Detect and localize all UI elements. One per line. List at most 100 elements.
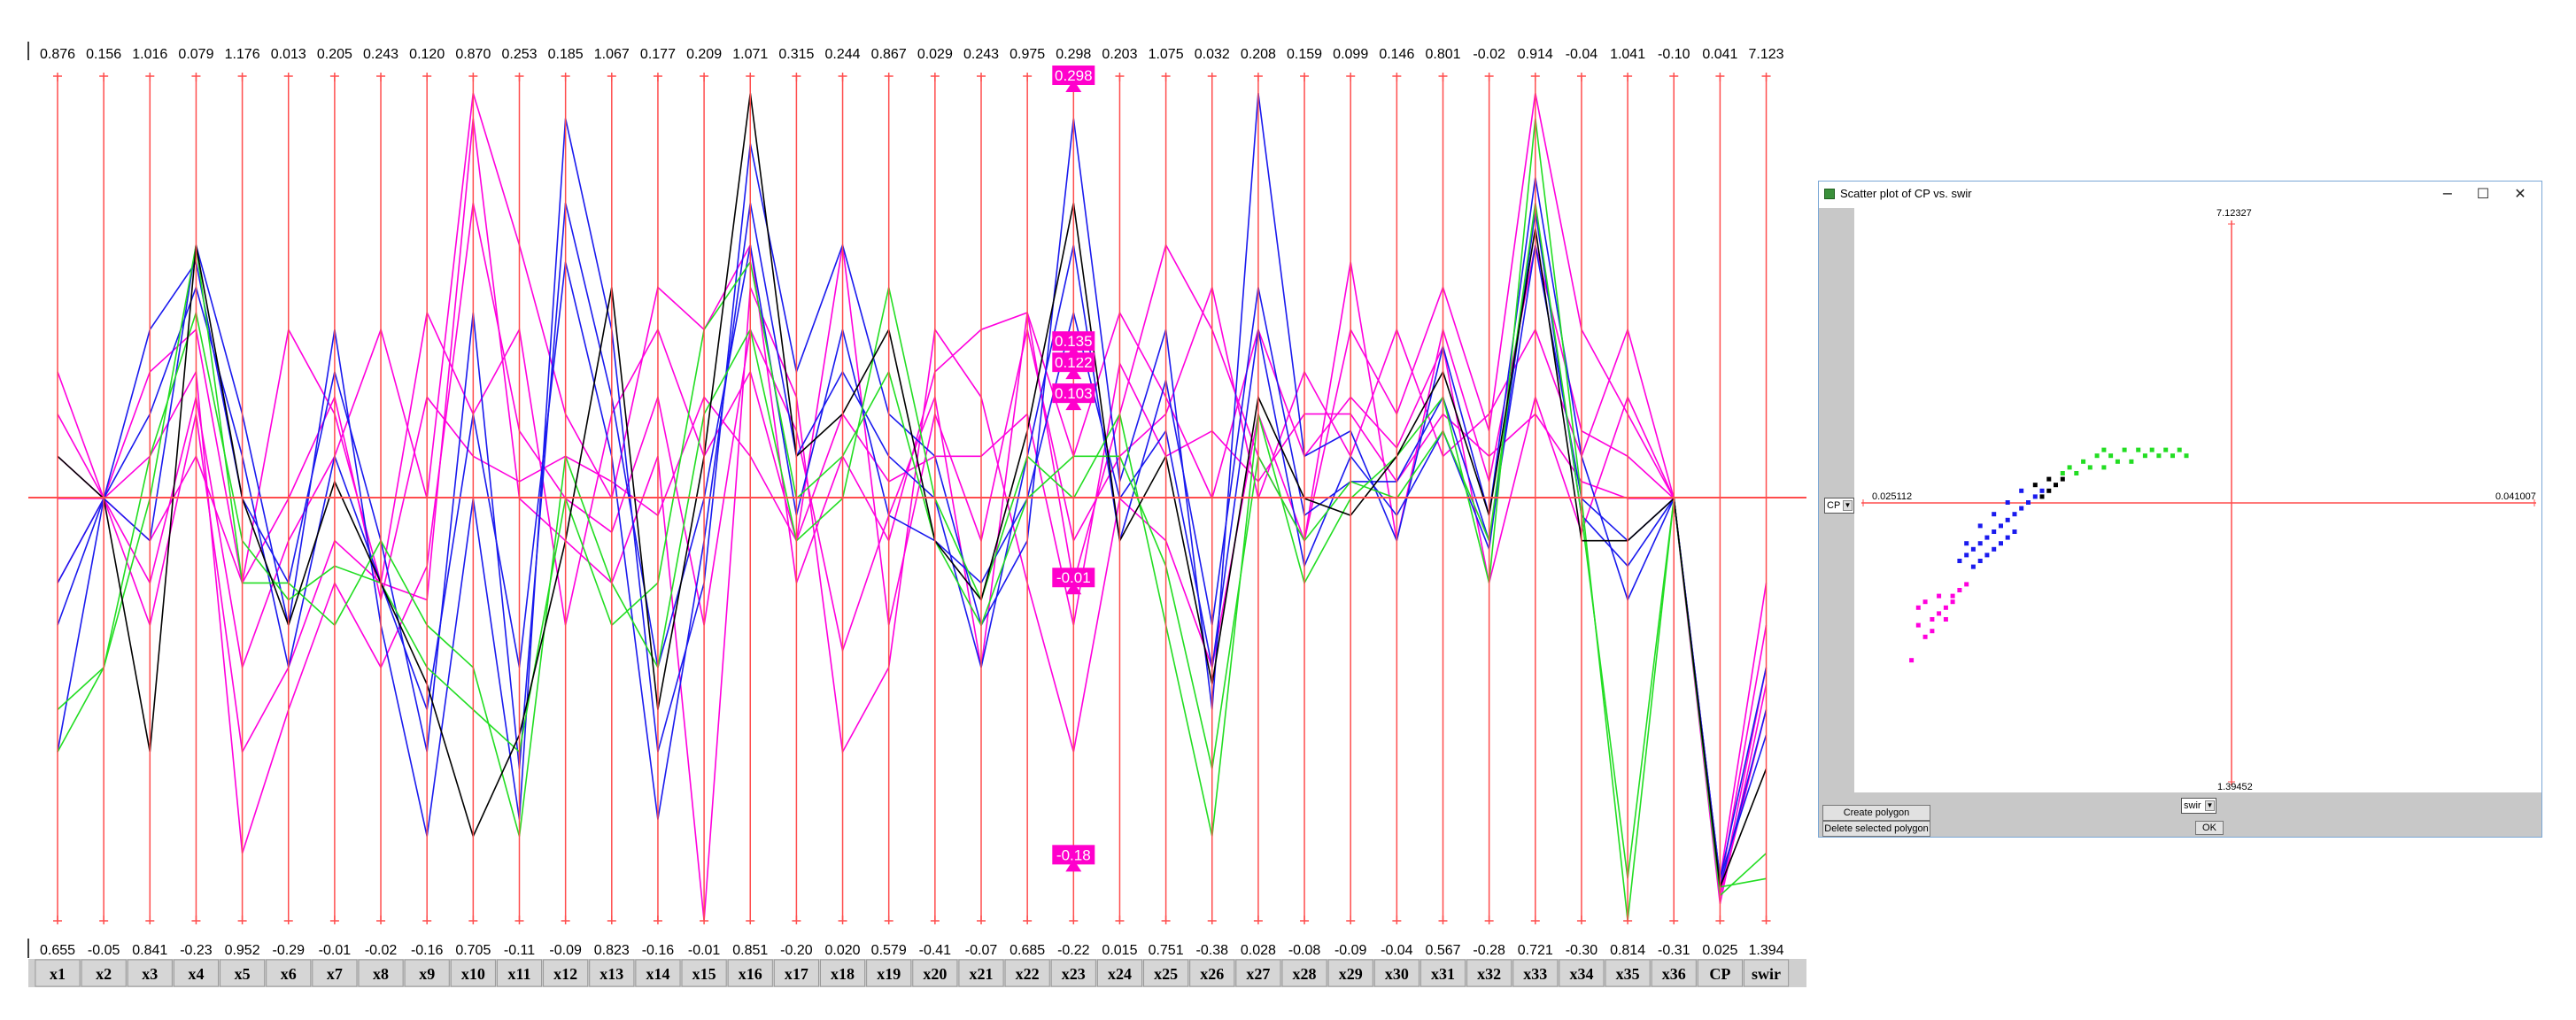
chevron-down-icon: ▼ bbox=[1843, 500, 1853, 511]
axis-button-x18[interactable] bbox=[819, 959, 866, 987]
axis-top-tick-x9 bbox=[422, 73, 432, 81]
ok-button[interactable]: OK bbox=[2195, 821, 2224, 835]
axis-button-swir[interactable] bbox=[1743, 959, 1790, 987]
axis-button-CP[interactable] bbox=[1697, 959, 1743, 987]
min-label-x7: -0.01 bbox=[319, 943, 352, 958]
axis-button-x16[interactable] bbox=[727, 959, 773, 987]
marker-box-1[interactable] bbox=[1052, 352, 1095, 373]
axis-top-tick-x36 bbox=[1669, 73, 1679, 81]
axis-button-x35[interactable] bbox=[1605, 959, 1651, 987]
axis-button-x2[interactable] bbox=[81, 959, 127, 987]
marker-arrow-1[interactable] bbox=[1065, 367, 1082, 380]
y-variable-select[interactable]: CP ▼ bbox=[1824, 498, 1854, 514]
marker-arrow-2[interactable] bbox=[1065, 345, 1082, 359]
min-label-x3: 0.841 bbox=[132, 943, 167, 958]
scatter-plot-window[interactable]: Scatter plot of CP vs. swir − ☐ ✕ 7.1232… bbox=[1818, 181, 2542, 838]
axis-button-x23[interactable] bbox=[1050, 959, 1096, 987]
marker-box-3[interactable] bbox=[1052, 383, 1095, 404]
axis-button-label-x23: x23 bbox=[1062, 965, 1086, 983]
marker-arrow-3[interactable] bbox=[1065, 398, 1082, 411]
green-point-7 bbox=[2156, 453, 2162, 459]
min-label-x30: -0.04 bbox=[1381, 943, 1413, 958]
axis-bottom-tick-x17 bbox=[792, 916, 801, 924]
axis-button-x9[interactable] bbox=[404, 959, 450, 987]
magenta-point-1 bbox=[1922, 634, 1928, 639]
blue-point-2 bbox=[1970, 546, 1976, 552]
axis-button-x14[interactable] bbox=[635, 959, 681, 987]
axis-button-label-x6: x6 bbox=[281, 965, 297, 983]
x-variable-select[interactable]: swir ▼ bbox=[2181, 798, 2216, 814]
axis-button-x20[interactable] bbox=[912, 959, 958, 987]
axis-button-x17[interactable] bbox=[773, 959, 819, 987]
axis-button-label-x3: x3 bbox=[142, 965, 158, 983]
marker-box-0[interactable] bbox=[1052, 66, 1095, 85]
magenta-point-5 bbox=[1943, 605, 1948, 610]
axis-bottom-tick-x21 bbox=[977, 916, 986, 924]
marker-arrow-5[interactable] bbox=[1065, 859, 1082, 872]
magenta-point-12 bbox=[1943, 617, 1948, 622]
axis-button-x12[interactable] bbox=[543, 959, 589, 987]
axis-button-x26[interactable] bbox=[1189, 959, 1235, 987]
min-label-x8: -0.02 bbox=[365, 943, 398, 958]
axis-button-x25[interactable] bbox=[1143, 959, 1189, 987]
axis-button-x3[interactable] bbox=[127, 959, 173, 987]
scatter-plot-area[interactable]: 7.12327 1.39452 0.025112 0.041007 bbox=[1854, 208, 2541, 792]
axis-button-x21[interactable] bbox=[958, 959, 1004, 987]
min-label-x19: 0.579 bbox=[871, 943, 907, 958]
marker-arrow-0[interactable] bbox=[1065, 80, 1082, 92]
axis-button-x6[interactable] bbox=[266, 959, 312, 987]
min-label-x25: 0.751 bbox=[1149, 943, 1184, 958]
axis-button-x4[interactable] bbox=[173, 959, 220, 987]
axis-button-x27[interactable] bbox=[1235, 959, 1281, 987]
scatter-x-min-label: 0.025112 bbox=[1872, 491, 1913, 502]
axis-button-x22[interactable] bbox=[1004, 959, 1050, 987]
blue-line-1 bbox=[57, 202, 1768, 888]
axis-button-x36[interactable] bbox=[1651, 959, 1697, 987]
axis-button-label-x22: x22 bbox=[1016, 965, 1040, 983]
axis-button-x34[interactable] bbox=[1559, 959, 1605, 987]
blue-line-2 bbox=[57, 202, 1768, 879]
axis-bottom-tick-x31 bbox=[1438, 916, 1448, 924]
axis-button-x15[interactable] bbox=[681, 959, 727, 987]
create-polygon-button[interactable]: Create polygon bbox=[1822, 805, 1930, 821]
axis-button-x29[interactable] bbox=[1327, 959, 1373, 987]
magenta-line-4 bbox=[57, 360, 1768, 896]
axis-button-label-x12: x12 bbox=[553, 965, 577, 983]
selection-markers[interactable]: 0.298 0.122 0.135 0.103 -0.01 -0.18 bbox=[1052, 66, 1095, 872]
maximize-icon[interactable]: ☐ bbox=[2476, 185, 2490, 202]
axis-bottom-tick-x10 bbox=[468, 916, 478, 924]
axis-button-x8[interactable] bbox=[358, 959, 404, 987]
window-titlebar[interactable]: Scatter plot of CP vs. swir − ☐ ✕ bbox=[1819, 182, 2541, 208]
max-label-x34: -0.04 bbox=[1566, 47, 1598, 62]
axis-button-x11[interactable] bbox=[496, 959, 543, 987]
axis-button-x7[interactable] bbox=[312, 959, 358, 987]
axis-name-buttons[interactable]: x1 x2 x3 x4 x5 x6 x7 x8 x9 x10 x11 x12 x13 x14 x15 x16 x… bbox=[28, 959, 1806, 987]
axis-button-x19[interactable] bbox=[866, 959, 912, 987]
axis-button-x30[interactable] bbox=[1373, 959, 1420, 987]
marker-label-5: -0.18 bbox=[1056, 846, 1091, 863]
max-label-x25: 1.075 bbox=[1149, 47, 1184, 62]
max-label-x10: 0.870 bbox=[455, 47, 491, 62]
green-point-12 bbox=[2136, 447, 2141, 452]
axis-button-x33[interactable] bbox=[1512, 959, 1559, 987]
axis-bottom-tick-x32 bbox=[1484, 916, 1494, 924]
axis-button-x5[interactable] bbox=[220, 959, 266, 987]
delete-polygon-button[interactable]: Delete selected polygon bbox=[1822, 821, 1930, 837]
green-point-14 bbox=[2163, 447, 2169, 452]
green-line-0 bbox=[57, 118, 1768, 922]
axis-button-x1[interactable] bbox=[35, 959, 81, 987]
axis-button-x28[interactable] bbox=[1281, 959, 1327, 987]
close-icon[interactable]: ✕ bbox=[2514, 185, 2526, 202]
axis-button-x31[interactable] bbox=[1420, 959, 1466, 987]
minimize-icon[interactable]: − bbox=[2441, 185, 2454, 202]
axis-button-x13[interactable] bbox=[589, 959, 635, 987]
blue-point-14 bbox=[2026, 500, 2031, 505]
marker-box-5[interactable] bbox=[1052, 845, 1095, 865]
marker-box-2[interactable] bbox=[1052, 331, 1095, 352]
axis-button-x24[interactable] bbox=[1096, 959, 1143, 987]
max-label-x32: -0.02 bbox=[1473, 47, 1505, 62]
marker-arrow-4[interactable] bbox=[1065, 582, 1082, 595]
marker-box-4[interactable] bbox=[1052, 568, 1095, 588]
axis-button-x32[interactable] bbox=[1466, 959, 1512, 987]
axis-button-x10[interactable] bbox=[450, 959, 496, 987]
